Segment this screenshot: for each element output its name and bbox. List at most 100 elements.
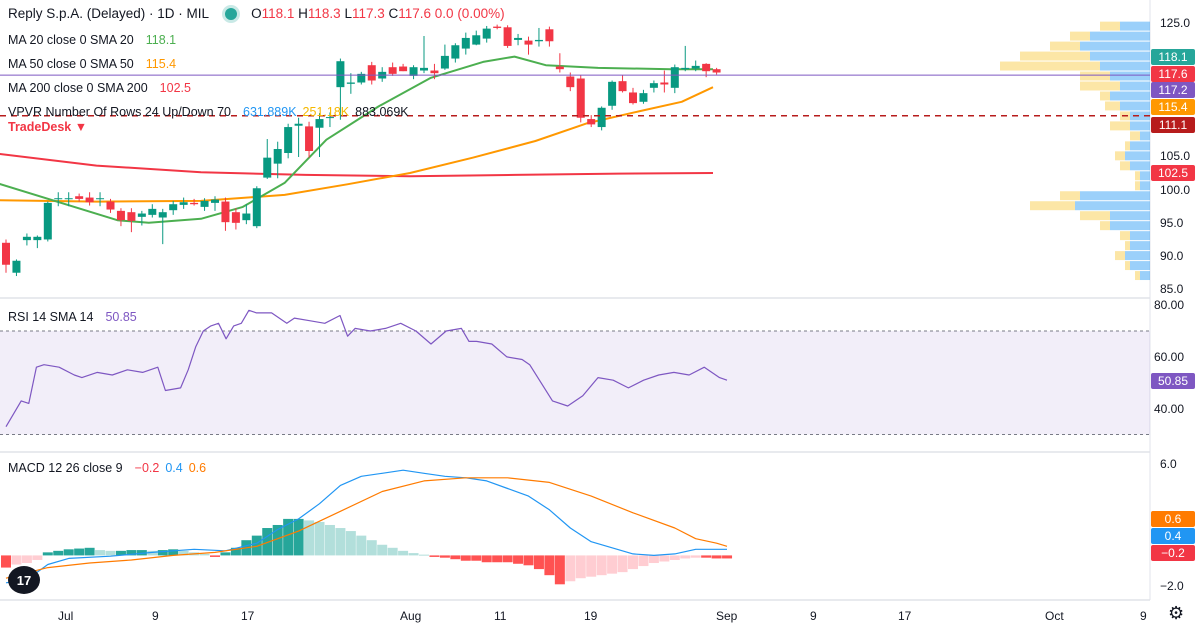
vpvr-down-bar: [1135, 171, 1140, 181]
legend-ma50[interactable]: MA 50 close 0 SMA 50 115.4: [8, 57, 177, 71]
candle-body: [221, 201, 230, 223]
rsi-tag: 50.85: [1151, 372, 1195, 389]
candle-body: [639, 93, 648, 102]
rsi-band-fill: [0, 331, 1150, 435]
price-tag: 102.5: [1151, 165, 1195, 181]
vpvr-down-bar: [1130, 131, 1140, 141]
candle-body: [64, 198, 73, 200]
macd-axis-label: −2.0: [1160, 578, 1184, 593]
legend-rsi[interactable]: RSI 14 SMA 14 50.85: [8, 310, 137, 324]
vpvr-up-bar: [1120, 81, 1150, 91]
candle-body: [451, 45, 460, 59]
vpvr-down-bar: [1105, 101, 1120, 111]
macd-histogram-bar: [126, 550, 137, 556]
candle-body: [555, 66, 564, 70]
macd-histogram-bar: [366, 540, 377, 556]
ma50-value: 115.4: [145, 57, 177, 71]
macd-histogram-bar: [690, 555, 701, 558]
candle-body: [503, 27, 512, 46]
time-axis-label: 17: [898, 609, 912, 623]
macd-histogram-bar: [533, 555, 544, 570]
rsi-axis-label: 40.00: [1154, 401, 1185, 416]
candle-body: [514, 37, 523, 40]
macd-tag: 0.4: [1151, 528, 1195, 544]
symbol-title[interactable]: Reply S.p.A. (Delayed) · 1D · MIL: [8, 6, 210, 21]
macd-histogram-bar: [439, 555, 450, 558]
vpvr-up-bar: [1120, 101, 1150, 111]
price-axis-label: 85.0: [1160, 282, 1184, 297]
macd-histogram-bar: [492, 555, 503, 563]
ma200-value: 102.5: [159, 81, 191, 95]
macd-histogram-bar: [680, 555, 691, 559]
macd-histogram-bar: [74, 548, 85, 556]
macd-histogram-bar: [586, 555, 597, 577]
macd-histogram-bar: [669, 555, 680, 560]
vpvr-up-bar: [1140, 181, 1150, 191]
candle-body: [54, 198, 63, 200]
vpvr-down-bar: [1030, 201, 1075, 211]
macd-histogram-bar: [617, 555, 628, 573]
vpvr-down-bar: [1125, 141, 1130, 151]
macd-histogram-bar: [596, 555, 607, 576]
market-status-icon: [225, 7, 238, 20]
candle-body: [649, 83, 658, 88]
macd-histogram-bar: [53, 550, 64, 556]
macd-tag: 0.6: [1151, 511, 1195, 527]
price-tag: 118.1: [1151, 49, 1195, 65]
tradedesk-menu[interactable]: TradeDesk ▼: [8, 120, 88, 134]
vpvr-down-bar: [1125, 241, 1130, 251]
candle-body: [137, 213, 146, 217]
time-axis-label: 19: [584, 609, 598, 623]
macd-signal-line: [5, 477, 728, 579]
price-tag: 115.4: [1151, 99, 1195, 115]
macd-histogram-bar: [387, 547, 398, 556]
time-axis-label: 11: [494, 609, 507, 623]
gear-icon[interactable]: ⚙: [1168, 603, 1185, 623]
vpvr-up-bar: [1130, 261, 1150, 271]
candle-body: [190, 202, 199, 205]
candle-body: [587, 119, 596, 125]
time-axis-label: Sep: [716, 609, 738, 623]
macd-histogram-bar: [199, 553, 210, 556]
macd-histogram-bar: [115, 550, 126, 556]
macd-histogram-bar: [460, 555, 471, 561]
macd-histogram-bar: [178, 550, 189, 556]
vpvr-down-bar: [1080, 211, 1110, 221]
candle-body: [336, 61, 345, 88]
price-axis-label: 95.0: [1160, 215, 1184, 230]
vpvr-down-bar: [1125, 261, 1130, 271]
sma20-line: [0, 55, 713, 224]
macd-histogram-bar: [1, 555, 11, 568]
macd-histogram-bar: [335, 528, 346, 556]
legend-ma20[interactable]: MA 20 close 0 SMA 20 118.1: [8, 33, 177, 47]
macd-histogram-bar: [471, 555, 482, 561]
macd-histogram-bar: [345, 531, 356, 556]
macd-histogram-bar: [272, 524, 283, 556]
rsi-axis-label: 80.00: [1154, 298, 1185, 313]
vpvr-up-bar: [1110, 71, 1150, 81]
macd-histogram-bar: [95, 550, 106, 556]
vpvr-down-bar: [1080, 81, 1120, 91]
legend-vpvr[interactable]: VPVR Number Of Rows 24 Up/Down 70 631.88…: [8, 105, 409, 119]
macd-histogram-bar: [701, 555, 712, 558]
macd-histogram-bar: [147, 550, 158, 556]
macd-histogram-bar: [450, 555, 461, 560]
candle-body: [566, 76, 575, 88]
rsi-axis-label: 60.00: [1154, 349, 1185, 364]
macd-histogram-bar: [157, 550, 168, 556]
candle-body: [169, 204, 178, 211]
legend-ma200[interactable]: MA 200 close 0 SMA 200 102.5: [8, 81, 191, 95]
legend-macd[interactable]: MACD 12 26 close 9 −0.2 0.4 0.6: [8, 461, 207, 475]
candle-body: [440, 55, 449, 69]
macd-histogram-bar: [230, 547, 241, 556]
ohlc-high: 118.3: [307, 6, 341, 21]
macd-line: [5, 469, 727, 584]
macd-histogram-bar: [314, 521, 325, 556]
price-axis-label: 90.0: [1160, 249, 1184, 264]
macd-histogram-bar: [168, 549, 179, 556]
candle-body: [430, 70, 439, 74]
candle-body: [116, 210, 125, 221]
candle-body: [472, 35, 481, 45]
macd-axis-label: 6.0: [1160, 457, 1177, 472]
